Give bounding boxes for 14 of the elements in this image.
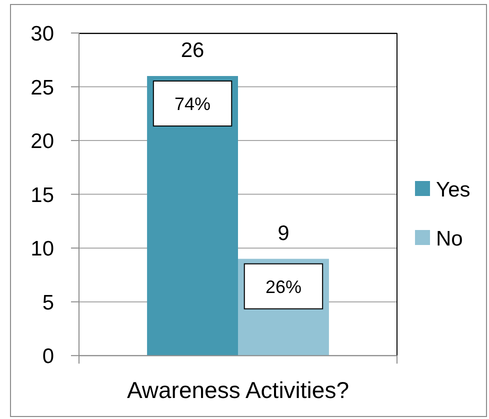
data-label: 26 [180, 39, 204, 62]
y-tick-label: 5 [42, 291, 54, 314]
y-tick-label: 25 [30, 76, 54, 100]
annotation: 74% [174, 94, 211, 114]
legend-label: No [436, 228, 463, 250]
y-tick-label: 20 [30, 130, 54, 154]
y-tick-label: 10 [30, 238, 54, 261]
data-label: 9 [278, 222, 290, 245]
y-tick-label: 30 [30, 22, 54, 46]
y-tick-label: 0 [42, 345, 54, 368]
y-tick-label: 15 [30, 184, 54, 207]
annotation: 26% [265, 276, 302, 297]
legend-label: Yes [436, 178, 470, 202]
x-tick-label: Awareness Activities? [126, 377, 350, 404]
